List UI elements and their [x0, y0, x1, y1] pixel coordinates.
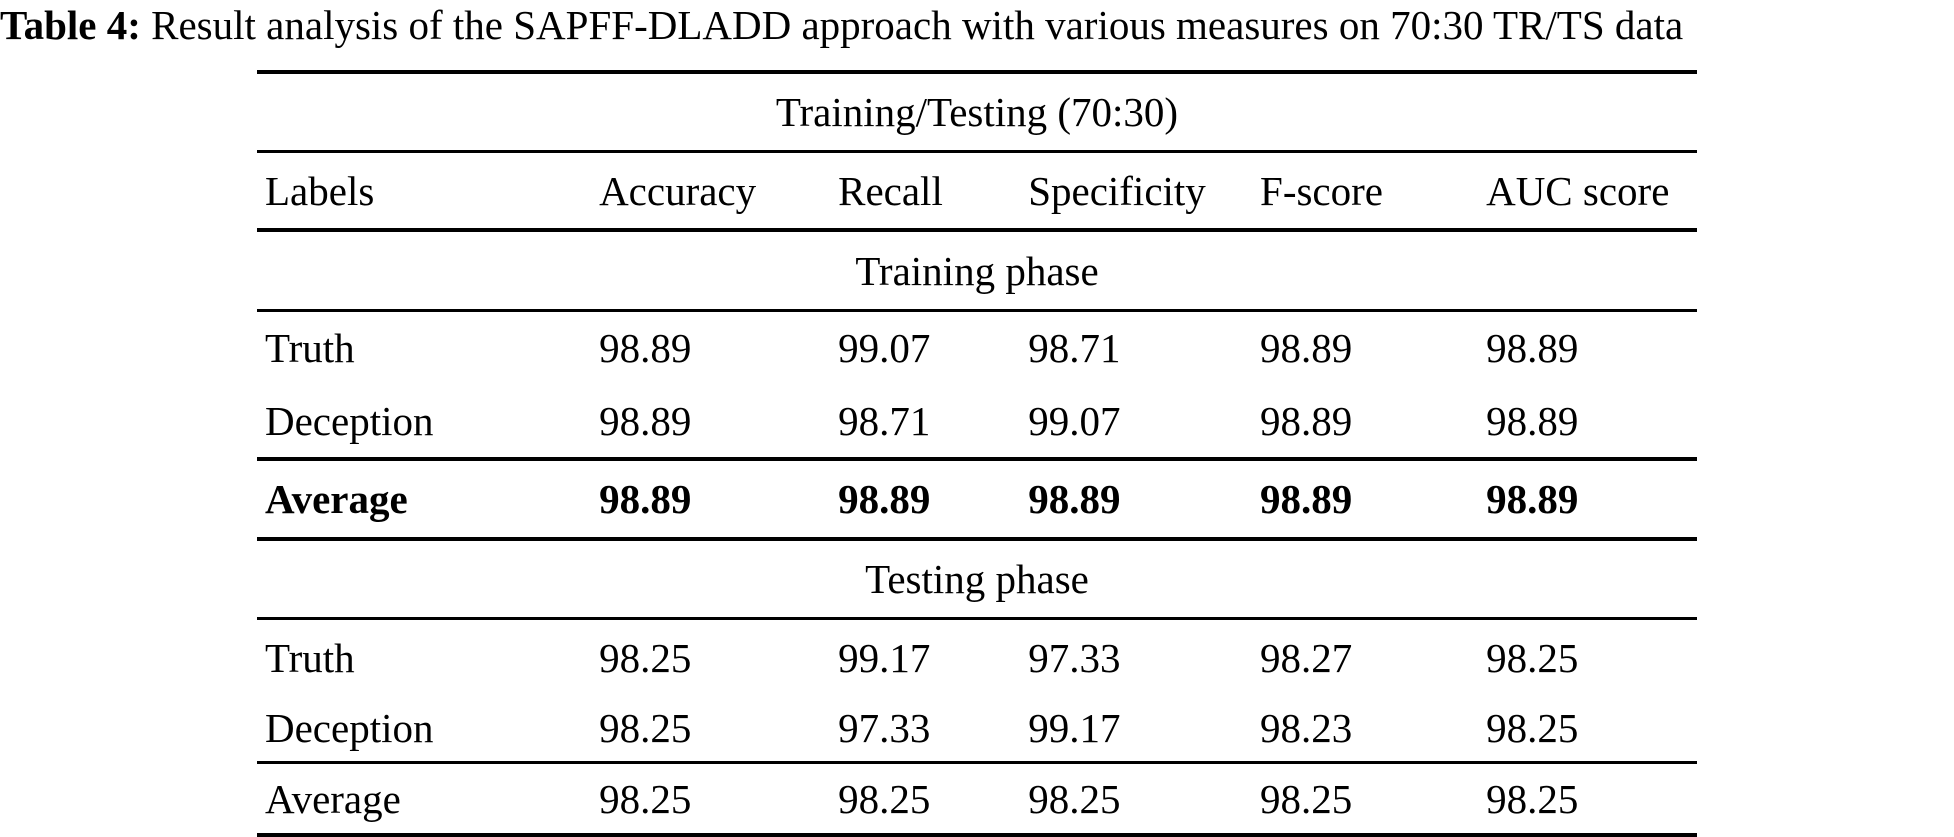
column-header-auc: AUC score: [1486, 167, 1670, 214]
row-label: Truth: [265, 634, 355, 681]
rule-below-spanner: [257, 150, 1697, 153]
cell-specificity: 99.07: [1028, 397, 1121, 444]
rule-below-training-header: [257, 309, 1697, 312]
cell-specificity: 97.33: [1028, 634, 1121, 681]
table-caption-number: Table 4:: [0, 2, 141, 48]
table-caption-text: Result analysis of the SAPFF-DLADD appro…: [140, 2, 1684, 48]
cell-recall: 98.25: [838, 775, 931, 822]
cell-recall: 97.33: [838, 705, 931, 751]
cell-accuracy: 98.89: [599, 397, 692, 444]
cell-auc: 98.89: [1486, 325, 1579, 371]
row-label: Truth: [265, 325, 355, 371]
cell-fscore: 98.23: [1260, 705, 1353, 751]
cell-recall: 99.07: [838, 325, 931, 371]
row-label: Average: [265, 476, 408, 522]
cell-accuracy: 98.25: [599, 634, 692, 681]
cell-accuracy: 98.89: [599, 476, 692, 522]
cell-specificity: 98.71: [1028, 325, 1121, 371]
table-row-testing-deception: Deception 98.25 97.33 99.17 98.23 98.25: [257, 695, 1697, 761]
rule-top: [257, 70, 1697, 74]
row-label: Deception: [265, 397, 434, 444]
cell-auc: 98.89: [1486, 397, 1579, 444]
cell-fscore: 98.89: [1260, 325, 1353, 371]
cell-specificity: 98.89: [1028, 476, 1121, 522]
rule-below-testing-header: [257, 617, 1697, 620]
cell-accuracy: 98.89: [599, 325, 692, 371]
cell-accuracy: 98.25: [599, 775, 692, 822]
column-header-specificity: Specificity: [1028, 167, 1206, 214]
table-caption: Table 4: Result analysis of the SAPFF-DL…: [0, 2, 1954, 49]
rule-below-headers: [257, 228, 1697, 232]
column-header-accuracy: Accuracy: [599, 167, 757, 214]
rule-above-testing-average: [257, 761, 1697, 764]
cell-auc: 98.25: [1486, 775, 1579, 822]
column-header-fscore: F-score: [1260, 167, 1383, 214]
cell-auc: 98.89: [1486, 476, 1579, 522]
rule-below-training-average: [257, 537, 1697, 541]
cell-fscore: 98.27: [1260, 634, 1353, 681]
table-row-training-average: Average 98.89 98.89 98.89 98.89 98.89: [257, 461, 1697, 537]
column-header-recall: Recall: [838, 167, 943, 214]
cell-fscore: 98.89: [1260, 397, 1353, 444]
row-label: Deception: [265, 705, 434, 751]
table-row-training-truth: Truth 98.89 99.07 98.71 98.89 98.89: [257, 312, 1697, 384]
cell-auc: 98.25: [1486, 634, 1579, 681]
table-row-training-deception: Deception 98.89 98.71 99.07 98.89 98.89: [257, 384, 1697, 457]
table-spanner-row: Training/Testing (70:30): [257, 74, 1697, 150]
cell-recall: 98.89: [838, 476, 931, 522]
rule-bottom: [257, 833, 1697, 837]
cell-fscore: 98.25: [1260, 775, 1353, 822]
section-header-training-label: Training phase: [855, 247, 1099, 294]
cell-fscore: 98.89: [1260, 476, 1353, 522]
section-header-training: Training phase: [257, 232, 1697, 309]
row-label: Average: [265, 775, 401, 822]
table-row-testing-truth: Truth 98.25 99.17 97.33 98.27 98.25: [257, 620, 1697, 695]
cell-accuracy: 98.25: [599, 705, 692, 751]
cell-specificity: 98.25: [1028, 775, 1121, 822]
cell-recall: 99.17: [838, 634, 931, 681]
rule-above-training-average: [257, 457, 1697, 461]
section-header-testing-label: Testing phase: [865, 556, 1089, 602]
section-header-testing: Testing phase: [257, 541, 1697, 617]
column-header-row: Labels Accuracy Recall Specificity F-sco…: [257, 153, 1697, 228]
results-table: Training/Testing (70:30) Labels Accuracy…: [257, 70, 1697, 837]
cell-recall: 98.71: [838, 397, 931, 444]
cell-auc: 98.25: [1486, 705, 1579, 751]
table-row-testing-average: Average 98.25 98.25 98.25 98.25 98.25: [257, 764, 1697, 833]
table-spanner-title: Training/Testing (70:30): [775, 89, 1179, 135]
column-header-labels: Labels: [265, 167, 375, 214]
cell-specificity: 99.17: [1028, 705, 1121, 751]
